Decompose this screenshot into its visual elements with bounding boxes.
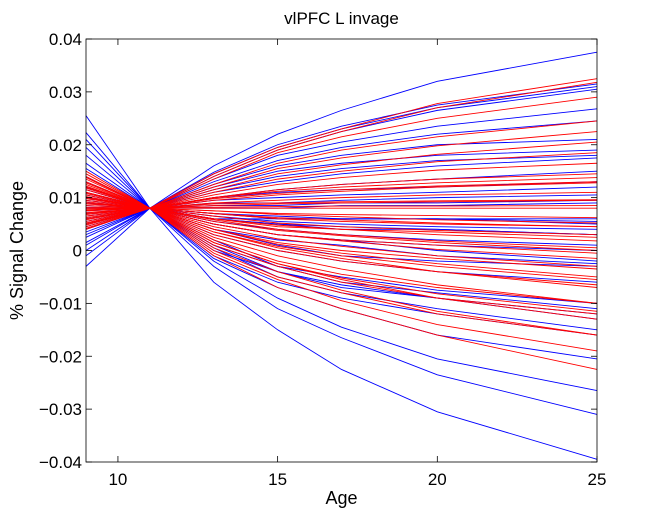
x-tick-label: 10: [108, 470, 127, 489]
series-lines: [85, 51, 598, 460]
y-axis-title: % Signal Change: [7, 181, 27, 320]
series-line-red-80: [85, 177, 598, 312]
y-tick-label: −0.02: [39, 347, 82, 366]
axis-ticks: 10 15 20 25 −0.04 −0.03 −0.02 −0.01 0 0.01 0.02 0.0…: [39, 30, 606, 489]
y-tick-label: −0.03: [39, 400, 82, 419]
y-tick-label: −0.04: [39, 453, 82, 472]
chart-title: vlPFC L invage: [284, 9, 399, 28]
x-axis-title: Age: [325, 488, 357, 508]
x-tick-label: 25: [588, 470, 607, 489]
y-tick-label: 0.04: [49, 30, 82, 49]
y-tick-label: 0.02: [49, 136, 82, 155]
y-tick-label: 0: [73, 242, 82, 261]
x-tick-label: 20: [428, 470, 447, 489]
y-tick-label: −0.01: [39, 294, 82, 313]
y-tick-label: 0.01: [49, 189, 82, 208]
y-tick-label: 0.03: [49, 83, 82, 102]
x-tick-label: 15: [268, 470, 287, 489]
